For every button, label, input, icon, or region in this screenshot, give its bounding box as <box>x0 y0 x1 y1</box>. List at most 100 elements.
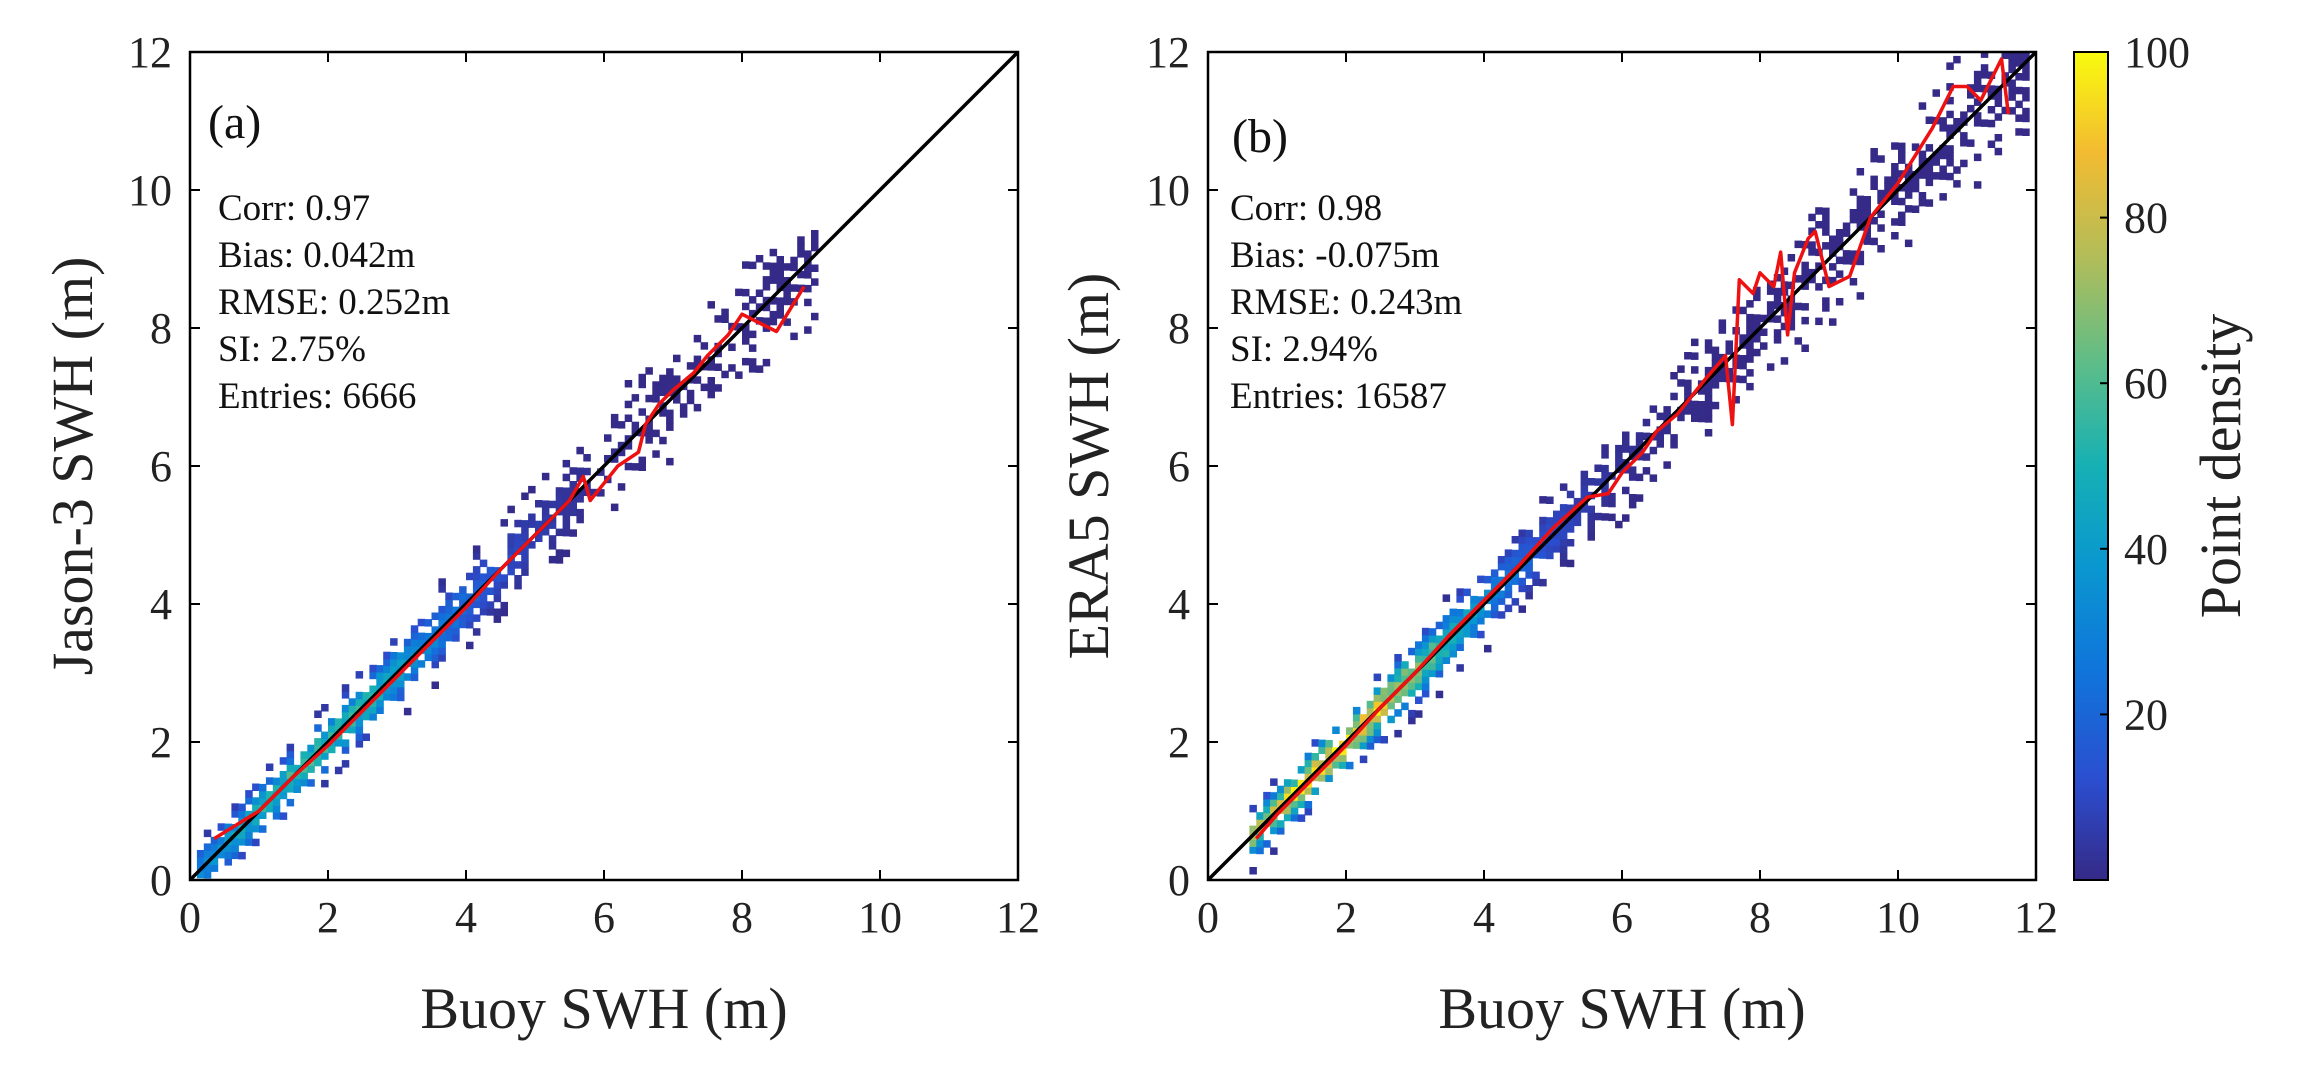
density-cell <box>562 528 571 537</box>
x-axis-label-a: Buoy SWH (m) <box>420 976 787 1041</box>
density-cell <box>686 396 695 405</box>
density-cell <box>1456 609 1464 617</box>
density-cell <box>521 547 529 556</box>
y-tick-label: 12 <box>1146 28 1190 77</box>
density-cell <box>245 810 253 819</box>
density-cell <box>755 317 764 325</box>
density-cell <box>1739 361 1747 370</box>
density-cell <box>714 315 722 323</box>
density-cell <box>1987 85 1996 93</box>
density-cell <box>1442 656 1451 664</box>
density-cell <box>1415 710 1423 718</box>
density-cell <box>1780 357 1789 365</box>
density-cell <box>431 626 439 634</box>
density-cell <box>1739 355 1747 363</box>
density-cell <box>721 315 729 323</box>
density-cell <box>1725 368 1733 376</box>
density-cell <box>1856 202 1865 210</box>
density-cell <box>1911 205 1920 213</box>
density-cell <box>1366 742 1375 750</box>
density-cell <box>1849 188 1858 196</box>
density-cell <box>2008 58 2016 67</box>
density-cell <box>783 263 791 271</box>
density-cell <box>514 533 522 542</box>
density-cell <box>438 605 446 614</box>
density-cell <box>1925 144 1934 152</box>
density-cell <box>693 355 702 364</box>
density-cell <box>1277 827 1285 835</box>
density-cell <box>307 744 315 753</box>
density-cell <box>521 568 529 576</box>
density-cell <box>1484 589 1492 598</box>
density-cell <box>1808 227 1816 235</box>
density-cell <box>348 725 357 734</box>
density-cell <box>493 587 502 596</box>
density-cell <box>397 679 405 688</box>
density-cell <box>514 519 522 528</box>
density-cell <box>597 468 605 476</box>
density-cell <box>1794 275 1802 283</box>
density-cell <box>1325 774 1333 782</box>
density-cell <box>493 615 502 623</box>
density-cell <box>224 851 232 859</box>
density-cell <box>1566 539 1575 547</box>
panel-label-b: (b) <box>1232 110 1288 163</box>
density-cell <box>762 283 771 291</box>
density-cell <box>1532 550 1540 559</box>
density-cell <box>1760 328 1768 336</box>
density-cell <box>328 725 336 733</box>
density-cell <box>1973 112 1982 120</box>
density-cell <box>466 641 474 650</box>
density-cell <box>1898 156 1906 164</box>
density-cell <box>769 276 778 284</box>
density-cell <box>1394 681 1402 690</box>
density-cell <box>1973 153 1982 162</box>
density-cell <box>562 473 571 482</box>
density-cell <box>1263 812 1271 821</box>
density-cell <box>1615 444 1623 453</box>
density-cell <box>507 547 515 555</box>
x-tick-label: 8 <box>1749 893 1771 942</box>
density-cell <box>1539 530 1547 539</box>
density-cell <box>728 343 736 351</box>
density-cell <box>1946 96 1954 105</box>
colorbar-tick-label: 80 <box>2124 194 2168 243</box>
density-cell <box>1863 237 1871 245</box>
density-cell <box>1449 622 1457 630</box>
density-cell <box>1401 702 1409 711</box>
density-cell <box>1297 779 1306 788</box>
density-cell <box>1442 649 1451 658</box>
density-cell <box>210 843 219 852</box>
density-cell <box>1394 695 1402 703</box>
density-cell <box>1808 268 1816 277</box>
density-cell <box>1677 365 1685 373</box>
mean-line-b <box>1254 57 2011 840</box>
density-cell <box>479 559 488 568</box>
density-cell <box>1746 300 1754 308</box>
x-tick-label: 0 <box>179 893 201 942</box>
density-cell <box>1249 846 1257 854</box>
density-cell <box>1684 386 1692 394</box>
density-cell <box>1456 588 1464 596</box>
density-cell <box>293 785 301 793</box>
density-cell <box>376 665 384 673</box>
density-cell <box>1822 228 1830 236</box>
density-cell <box>1911 177 1920 186</box>
density-cell <box>1891 169 1899 178</box>
density-cell <box>1987 106 1996 114</box>
density-cell <box>1546 537 1554 546</box>
density-cell <box>1435 690 1444 699</box>
density-cell <box>2001 52 2009 59</box>
density-cell <box>528 485 536 494</box>
density-cell <box>1953 180 1961 188</box>
density-cell <box>1504 590 1513 599</box>
density-cell <box>1677 413 1685 422</box>
density-cell <box>1753 314 1761 322</box>
x-tick-label: 8 <box>731 893 753 942</box>
density-cell <box>1753 321 1761 329</box>
density-cell <box>1373 694 1382 702</box>
density-cell <box>500 608 508 617</box>
density-cell <box>1877 224 1885 232</box>
density-cell <box>1283 786 1292 794</box>
density-cell <box>1904 191 1913 199</box>
